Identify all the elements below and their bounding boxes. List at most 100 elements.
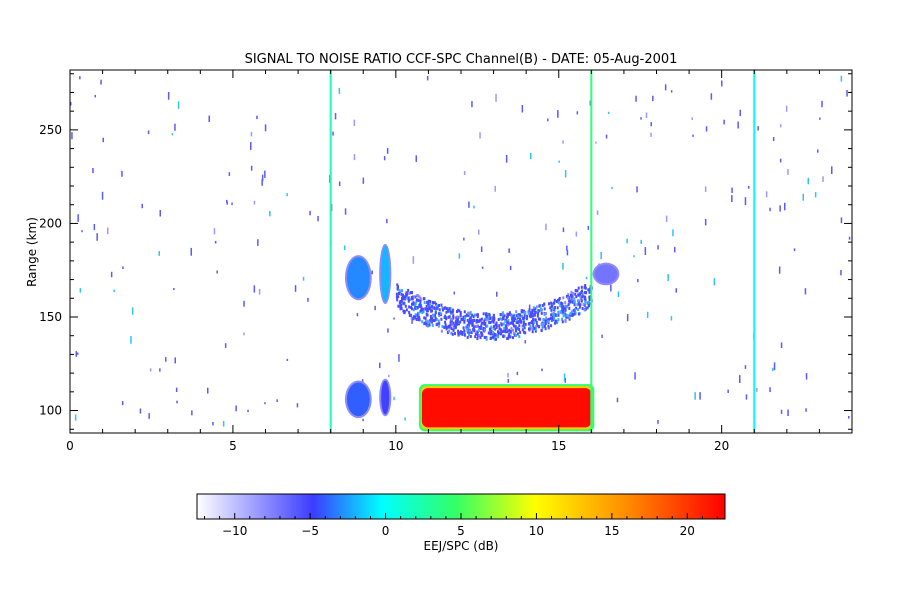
upper-layer-point [572, 312, 575, 316]
speckle [756, 388, 758, 392]
upper-layer-point [574, 311, 577, 315]
upper-layer-point [586, 306, 589, 310]
speckle [494, 185, 496, 192]
upper-layer-point [522, 321, 525, 325]
upper-layer-point [398, 289, 401, 293]
upper-layer-point [502, 334, 505, 338]
upper-layer-point [476, 337, 479, 341]
upper-layer-point [506, 330, 509, 334]
upper-layer-point [456, 315, 459, 319]
upper-layer-point [583, 308, 586, 312]
colorbar-tick-label: 15 [604, 524, 619, 538]
upper-layer-point [461, 330, 464, 334]
speckle [264, 170, 266, 178]
speckle [737, 121, 739, 129]
speckle [250, 142, 252, 150]
speckle [605, 134, 608, 139]
upper-layer-point [395, 295, 398, 299]
upper-layer-point [456, 322, 458, 326]
upper-layer-point [479, 327, 482, 330]
speckle [508, 248, 510, 253]
upper-layer-point [446, 331, 449, 334]
speckle [657, 420, 659, 424]
speckle [846, 90, 848, 97]
upper-layer-point [571, 300, 574, 304]
upper-layer-point [468, 317, 471, 321]
upper-layer-point [551, 317, 554, 321]
upper-layer-point [415, 318, 418, 321]
upper-layer-point [483, 328, 486, 332]
upper-layer-point [500, 323, 503, 327]
upper-layer-point [497, 330, 499, 334]
speckle [110, 271, 113, 278]
upper-layer-point [511, 314, 513, 318]
speckle [343, 245, 346, 250]
upper-layer-point [527, 322, 530, 326]
upper-layer-point [415, 300, 418, 304]
upper-layer-point [403, 311, 406, 315]
speckle [79, 76, 81, 80]
upper-layer-point [471, 323, 474, 327]
upper-layer-point [407, 288, 410, 292]
speckle [562, 140, 564, 144]
upper-layer-point [428, 320, 430, 324]
speckle [478, 229, 480, 235]
upper-layer-point [577, 286, 580, 290]
upper-layer-point [543, 324, 546, 328]
upper-layer-point [433, 319, 436, 323]
upper-layer-point [545, 312, 547, 316]
speckle [383, 156, 386, 161]
speckle [130, 336, 132, 344]
speckle [640, 239, 642, 244]
upper-layer-point [431, 323, 434, 327]
upper-layer-point [562, 308, 565, 312]
y-tick-label: 250 [39, 123, 62, 137]
upper-layer-point [469, 335, 472, 338]
upper-layer-point [452, 308, 455, 312]
upper-layer-point [588, 295, 591, 299]
colorbar-tick-label: 0 [382, 524, 390, 538]
speckle [635, 95, 637, 102]
speckle [744, 365, 747, 369]
upper-layer-point [499, 328, 502, 332]
upper-layer-point [514, 328, 517, 332]
speckle [371, 270, 373, 275]
speckle [479, 132, 481, 139]
speckle [453, 291, 455, 295]
upper-layer-point [521, 328, 524, 332]
upper-layer-point [480, 321, 483, 325]
upper-layer-point [495, 321, 498, 325]
upper-layer-point [458, 321, 460, 324]
speckle [640, 117, 642, 120]
upper-layer-point [414, 315, 417, 319]
upper-layer-point [556, 313, 559, 317]
upper-layer-point [579, 292, 581, 296]
upper-layer-point [578, 305, 581, 309]
upper-layer-point [574, 292, 577, 296]
speckle [177, 101, 180, 109]
speckle [507, 378, 509, 383]
upper-layer-point [493, 316, 496, 320]
upper-layer-point [420, 306, 423, 310]
speckle [216, 270, 218, 274]
upper-layer-point [523, 330, 525, 334]
upper-layer-point [553, 298, 556, 302]
upper-layer-point [469, 329, 472, 333]
upper-layer-point [578, 302, 581, 306]
upper-layer-point [408, 314, 411, 317]
upper-layer-point [533, 308, 536, 312]
upper-layer-point [480, 333, 483, 337]
upper-layer-point [466, 328, 469, 332]
speckle [93, 224, 96, 231]
upper-layer-point [473, 318, 476, 322]
upper-layer-point [426, 301, 429, 305]
upper-layer-point [493, 337, 496, 341]
upper-layer-point [474, 335, 477, 339]
upper-layer-point [502, 315, 505, 319]
upper-layer-point [576, 299, 579, 303]
upper-layer-point [492, 325, 495, 328]
upper-layer-point [549, 317, 552, 320]
speckle [269, 211, 271, 217]
speckle [294, 285, 297, 292]
upper-layer-point [540, 328, 543, 332]
